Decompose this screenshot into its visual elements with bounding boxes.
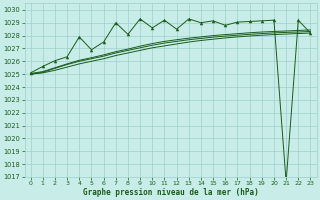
X-axis label: Graphe pression niveau de la mer (hPa): Graphe pression niveau de la mer (hPa) <box>83 188 258 197</box>
